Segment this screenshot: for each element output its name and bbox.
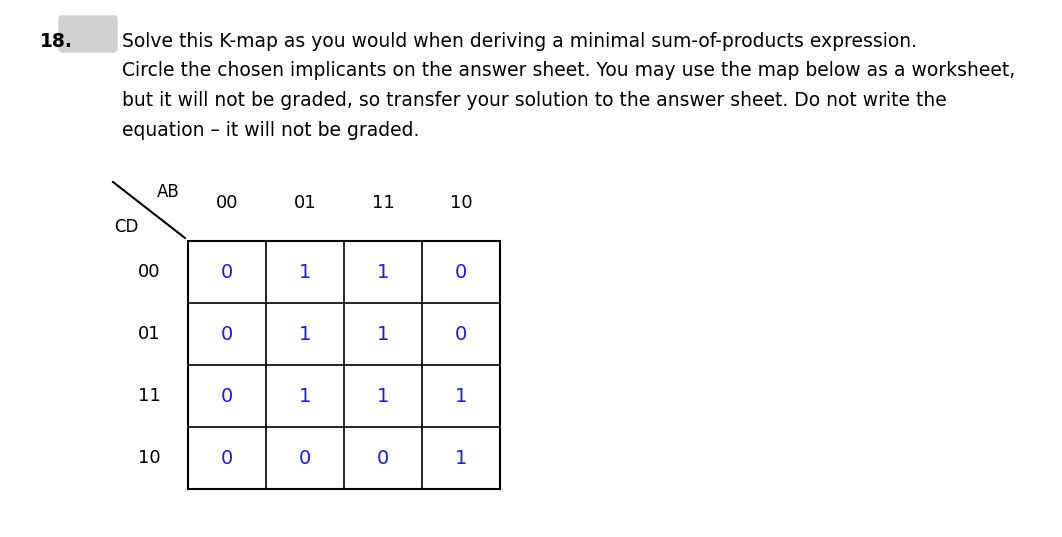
Text: 10: 10 <box>449 193 473 212</box>
Text: AB: AB <box>157 183 179 201</box>
Text: 0: 0 <box>221 387 234 405</box>
Text: 0: 0 <box>455 324 467 344</box>
Text: 1: 1 <box>377 387 389 405</box>
Text: 00: 00 <box>138 263 160 281</box>
Text: 01: 01 <box>138 325 160 343</box>
Text: 1: 1 <box>377 263 389 281</box>
Text: 18.: 18. <box>40 32 73 51</box>
Text: but it will not be graded, so transfer your solution to the answer sheet. Do not: but it will not be graded, so transfer y… <box>122 91 946 110</box>
Text: 0: 0 <box>221 263 234 281</box>
Text: Circle the chosen implicants on the answer sheet. You may use the map below as a: Circle the chosen implicants on the answ… <box>122 62 1015 81</box>
Text: 00: 00 <box>216 193 238 212</box>
Text: 0: 0 <box>221 448 234 468</box>
Text: equation – it will not be graded.: equation – it will not be graded. <box>122 120 419 140</box>
Text: 0: 0 <box>455 263 467 281</box>
Text: 1: 1 <box>377 324 389 344</box>
FancyBboxPatch shape <box>59 16 117 52</box>
Text: CD: CD <box>114 218 138 236</box>
Text: 1: 1 <box>298 324 311 344</box>
Text: 0: 0 <box>221 324 234 344</box>
Text: 1: 1 <box>298 263 311 281</box>
Text: 10: 10 <box>138 449 160 467</box>
Text: 0: 0 <box>377 448 389 468</box>
Text: 0: 0 <box>298 448 311 468</box>
Text: Solve this K-map as you would when deriving a minimal sum-of-products expression: Solve this K-map as you would when deriv… <box>122 32 917 51</box>
Text: 1: 1 <box>298 387 311 405</box>
Text: 11: 11 <box>372 193 394 212</box>
Text: 11: 11 <box>138 387 160 405</box>
Text: 1: 1 <box>455 387 467 405</box>
Bar <box>188 241 500 489</box>
Text: 01: 01 <box>294 193 316 212</box>
Text: 1: 1 <box>455 448 467 468</box>
